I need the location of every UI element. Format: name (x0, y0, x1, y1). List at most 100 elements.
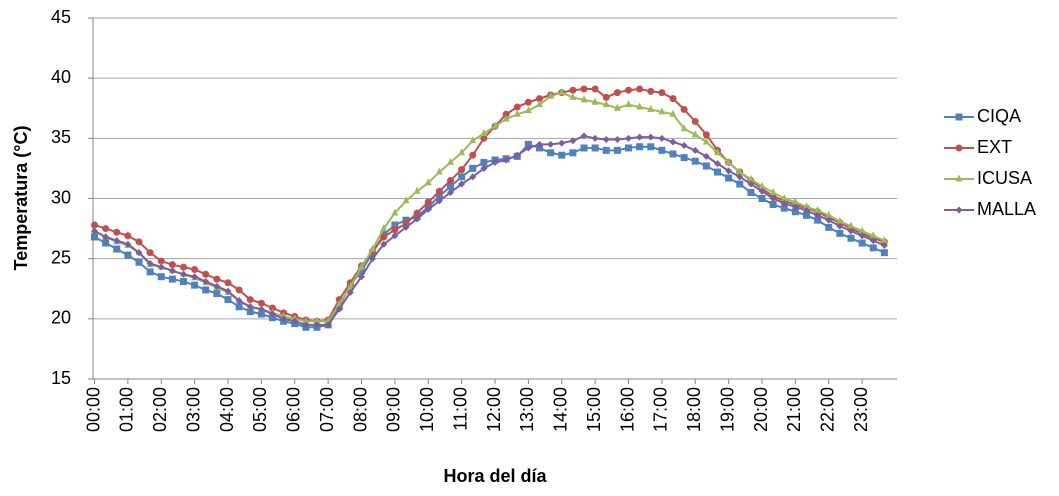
marker (647, 133, 655, 141)
marker (380, 240, 388, 248)
marker (157, 263, 165, 271)
marker (213, 282, 221, 290)
marker (658, 89, 666, 97)
marker (447, 176, 454, 184)
marker (424, 198, 432, 206)
marker (168, 261, 176, 269)
marker (124, 251, 132, 259)
marker (858, 239, 866, 247)
marker (480, 158, 488, 166)
marker (269, 310, 276, 318)
marker (558, 88, 566, 96)
marker (747, 188, 755, 196)
x-tick-label: 18:00 (684, 387, 704, 432)
marker (380, 224, 388, 232)
marker (814, 206, 822, 214)
marker (202, 286, 210, 294)
marker (280, 315, 288, 323)
marker (157, 257, 165, 265)
marker (513, 109, 521, 117)
marker (558, 151, 566, 159)
marker (358, 267, 365, 275)
x-tick-label: 01:00 (117, 387, 137, 432)
marker (113, 237, 121, 245)
marker (291, 317, 299, 325)
marker (168, 267, 176, 275)
x-tick-label: 08:00 (350, 387, 370, 432)
marker (758, 195, 766, 202)
marker (157, 273, 165, 281)
marker (435, 197, 443, 205)
marker (591, 85, 599, 93)
marker (725, 157, 733, 165)
marker (769, 187, 777, 195)
marker (491, 158, 499, 166)
marker (803, 211, 810, 219)
x-tick-label: 21:00 (784, 387, 804, 432)
marker (124, 240, 132, 248)
marker (413, 209, 421, 217)
x-tick-label: 03:00 (183, 387, 203, 432)
marker (625, 86, 632, 94)
marker (702, 152, 710, 160)
legend-label: ICUSA (977, 168, 1032, 188)
marker (402, 223, 410, 231)
marker (636, 102, 644, 110)
marker (558, 139, 566, 147)
marker (102, 239, 110, 247)
marker (480, 134, 488, 142)
marker (847, 227, 855, 235)
marker (825, 216, 833, 224)
marker (758, 187, 766, 195)
y-tick-label: 20 (51, 308, 71, 328)
marker (213, 290, 221, 298)
x-tick-label: 16:00 (617, 387, 637, 432)
marker (524, 140, 532, 148)
marker (955, 206, 963, 214)
marker (191, 273, 199, 281)
marker (602, 100, 610, 108)
y-tick-label: 30 (51, 187, 71, 207)
marker (113, 228, 121, 236)
marker (680, 124, 688, 132)
marker (780, 199, 788, 207)
marker (246, 303, 254, 311)
marker (669, 138, 677, 146)
marker (202, 278, 210, 286)
marker (469, 151, 477, 159)
marker (458, 166, 466, 174)
marker (725, 174, 733, 182)
marker (180, 270, 187, 278)
marker (880, 241, 888, 249)
marker (680, 105, 688, 113)
marker (869, 244, 877, 252)
x-tick-label: 09:00 (384, 387, 404, 432)
marker (369, 255, 377, 263)
legend-label: EXT (977, 137, 1012, 157)
marker (391, 232, 399, 240)
marker (955, 174, 963, 182)
marker (224, 279, 232, 287)
marker (480, 164, 488, 172)
marker (836, 216, 844, 224)
marker (955, 113, 963, 121)
marker (235, 286, 243, 294)
marker (836, 222, 844, 230)
x-tick-label: 13:00 (517, 387, 537, 432)
marker (613, 146, 621, 154)
marker (513, 103, 521, 111)
marker (402, 216, 410, 224)
marker (702, 131, 710, 139)
marker (435, 192, 443, 200)
marker (869, 237, 877, 245)
marker (680, 142, 688, 150)
marker (246, 296, 254, 304)
x-tick-label: 07:00 (317, 387, 337, 432)
marker (547, 149, 555, 157)
marker (847, 221, 855, 229)
marker (636, 133, 644, 141)
x-tick-label: 05:00 (250, 387, 270, 432)
marker (569, 137, 577, 145)
marker (836, 229, 844, 237)
series-line (94, 134, 885, 326)
